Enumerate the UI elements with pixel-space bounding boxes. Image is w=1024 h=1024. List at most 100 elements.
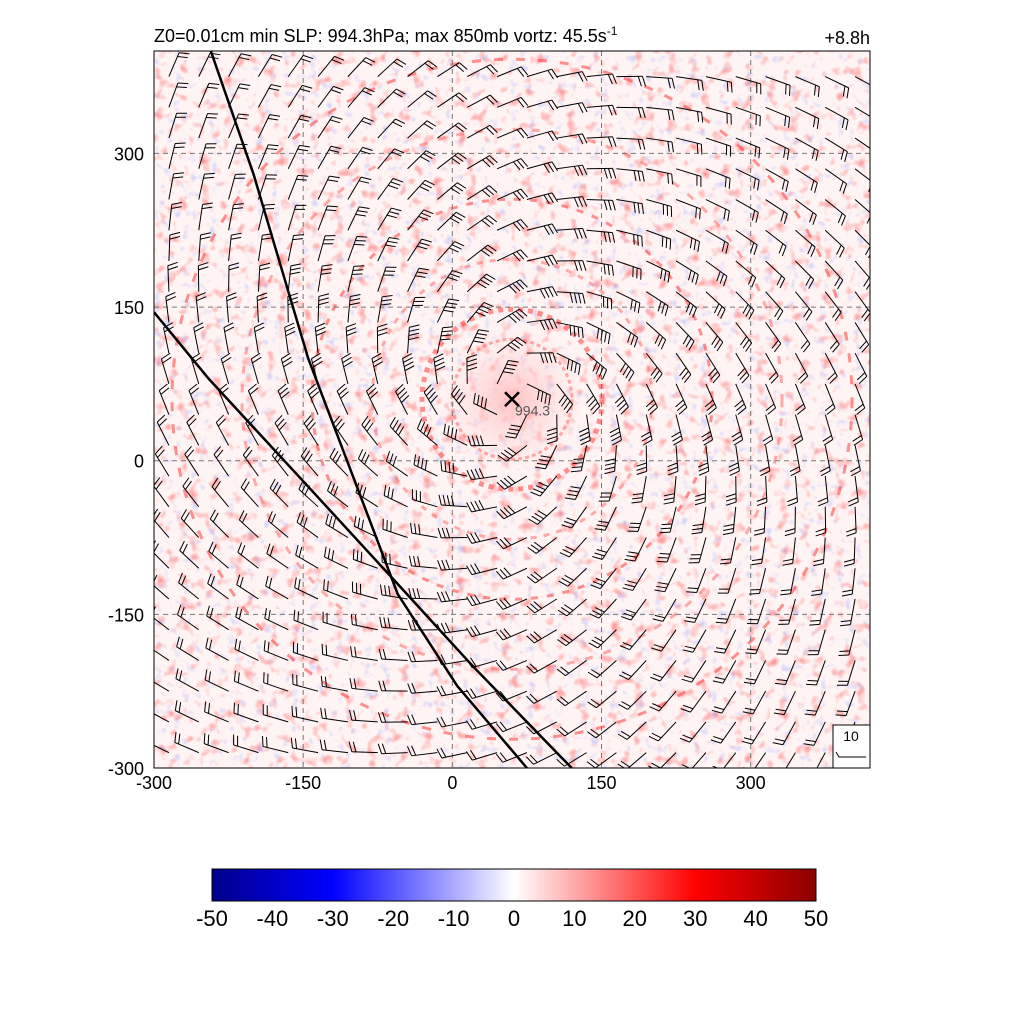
wind-barb-feather — [774, 769, 784, 772]
wind-barb-feather — [357, 449, 364, 460]
wind-barb-feather — [703, 439, 713, 446]
wind-barb-feather — [577, 326, 580, 338]
wind-barb-feather — [346, 331, 357, 336]
wind-barb-feather — [466, 502, 473, 513]
wind-barb-shaft — [257, 144, 269, 169]
wind-barb-feather — [238, 510, 245, 521]
wind-barb-feather — [663, 497, 675, 501]
wind-barb-feather — [520, 219, 528, 228]
wind-barb-feather — [552, 352, 557, 363]
wind-barb-feather — [340, 391, 349, 399]
wind-barb-shaft — [437, 152, 459, 170]
wind-barb-feather — [207, 702, 211, 714]
wind-barb-feather — [396, 58, 407, 65]
wind-barb-feather — [667, 109, 671, 120]
wind-barb-shaft — [819, 598, 826, 625]
wind-barb-feather — [697, 241, 701, 252]
wind-barb-feather — [564, 604, 574, 611]
wind-barb-feather — [333, 485, 339, 497]
wind-barb-shaft — [580, 445, 588, 471]
wind-barb-shaft — [757, 598, 767, 624]
wind-barb-feather — [660, 268, 663, 280]
wind-barb-feather — [303, 54, 314, 60]
wind-barb-feather — [811, 148, 816, 159]
wind-barb-feather — [534, 512, 544, 520]
wind-barb-shaft — [526, 223, 553, 231]
wind-barb-shaft — [466, 329, 479, 354]
wind-barb-feather — [630, 299, 633, 310]
wind-barb-feather — [872, 87, 874, 97]
wind-barb-shaft — [175, 678, 199, 692]
wind-barb-feather — [581, 133, 588, 144]
wind-barb-shaft — [752, 690, 767, 715]
wind-barb-feather — [866, 216, 870, 224]
wind-barb-feather — [651, 762, 661, 768]
wind-barb-feather — [526, 665, 535, 674]
wind-barb-feather — [171, 202, 183, 205]
wind-barb-shaft — [471, 475, 498, 481]
wind-barb-feather — [715, 647, 727, 650]
colorbar-tick-label: 20 — [623, 906, 647, 931]
wind-barb-feather — [476, 282, 487, 289]
wind-barb-feather — [389, 553, 391, 565]
wind-barb-feather — [692, 523, 704, 527]
wind-barb-feather — [565, 545, 576, 552]
wind-barb-feather — [508, 285, 517, 294]
wind-barb-shaft — [317, 296, 320, 323]
wind-barb-shaft — [412, 499, 438, 508]
wind-barb-feather — [657, 336, 664, 347]
wind-barb-feather — [362, 146, 373, 152]
wind-barb-feather — [366, 383, 375, 392]
wind-barb-feather — [299, 144, 310, 148]
wind-barb-feather — [272, 481, 279, 492]
wind-barb-shaft — [735, 106, 761, 117]
wind-barb-feather — [448, 298, 460, 302]
wind-barb-feather — [321, 643, 324, 655]
wind-barb-feather — [753, 532, 765, 536]
wind-barb-feather — [675, 399, 684, 408]
wind-barb-feather — [628, 551, 639, 554]
wind-barb-feather — [592, 610, 602, 616]
wind-barb-feather — [196, 296, 207, 302]
wind-barb-feather — [824, 403, 834, 412]
wind-barb-feather — [403, 361, 414, 367]
wind-barb-feather — [667, 272, 671, 283]
wind-barb-feather — [579, 435, 590, 442]
wind-barb-shaft — [377, 118, 396, 139]
wind-barb-shaft — [854, 260, 870, 280]
wind-barb-feather — [499, 721, 508, 731]
wind-barb-feather — [449, 273, 461, 278]
wind-barb-shaft — [168, 82, 179, 108]
wind-barb-feather — [641, 76, 647, 87]
wind-barb-feather — [708, 367, 716, 377]
wind-barb-shaft — [535, 567, 558, 584]
wind-barb-feather — [497, 454, 507, 462]
wind-barb-shaft — [783, 690, 796, 715]
wind-barb-feather — [406, 746, 413, 757]
wind-barb-feather — [476, 394, 480, 406]
wind-barb-feather — [527, 546, 537, 554]
wind-barb-feather — [869, 225, 870, 227]
wind-barb-shaft — [854, 106, 870, 117]
wind-barb-shaft — [556, 291, 583, 294]
wind-barb-feather — [223, 322, 234, 329]
wind-barb-feather — [423, 123, 434, 130]
wind-barb-feather — [408, 587, 412, 599]
wind-barb-feather — [759, 466, 770, 472]
wind-barb-feather — [812, 214, 817, 225]
colorbar-tick-label: -30 — [317, 906, 349, 931]
wind-barb-feather — [663, 501, 674, 505]
wind-barb-feather — [386, 214, 398, 219]
wind-barb-feather — [516, 129, 525, 139]
wind-barb-feather — [695, 274, 699, 285]
wind-barb-shaft — [664, 568, 677, 592]
wind-barb-feather — [746, 648, 758, 651]
wind-barb-feather — [693, 239, 697, 251]
wind-barb-feather — [242, 446, 251, 456]
wind-barb-shaft — [215, 422, 230, 446]
wind-barb-feather — [290, 263, 302, 267]
wind-barb-feather — [486, 66, 495, 75]
wind-barb-feather — [499, 569, 508, 578]
wind-barb-feather — [445, 591, 451, 602]
wind-barb-shaft — [154, 519, 170, 538]
